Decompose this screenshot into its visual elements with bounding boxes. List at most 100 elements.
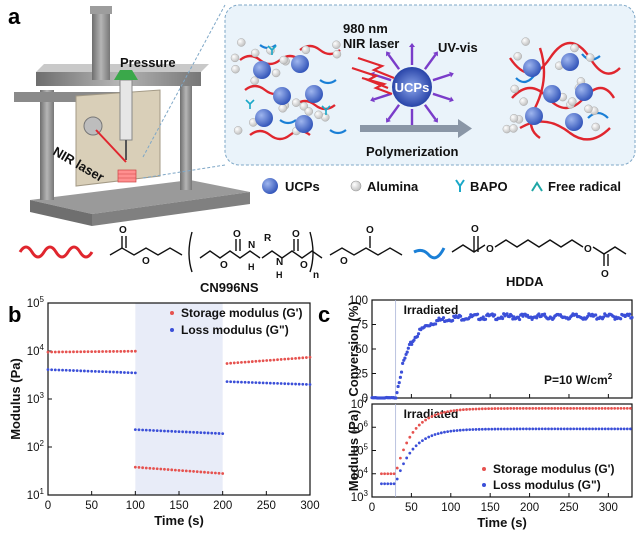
series-0-point [199, 470, 203, 474]
series-1-point [543, 427, 547, 431]
series-0-point [547, 406, 550, 410]
y-axis-label: Conversion (%) [346, 301, 361, 396]
x-tick-label: 200 [213, 500, 232, 512]
series-1-point [119, 370, 123, 374]
series-0-point [126, 349, 130, 353]
series-0-point [159, 467, 163, 471]
cn996ns-label: CN996NS [200, 280, 259, 295]
series-0-point [474, 407, 478, 411]
series-0-point [61, 350, 64, 354]
ucp-particle [295, 115, 313, 133]
y-tick-label: 101 [27, 487, 45, 502]
svg-text:O: O [300, 260, 308, 271]
svg-text:H: H [276, 270, 283, 280]
series-0-point [405, 441, 409, 445]
hdda-chain-icon [413, 247, 446, 260]
series-1-point [90, 369, 94, 373]
series-0-point [243, 360, 247, 364]
schematic-legend: UCPs Alumina BAPO Free radical [262, 178, 621, 194]
series-1-point [50, 368, 54, 372]
series-1-point [75, 369, 79, 373]
svg-text:H: H [248, 262, 255, 272]
series-1-point [137, 428, 141, 432]
series-0-point [93, 350, 97, 354]
series-0-point [430, 415, 434, 418]
series-1-point [240, 380, 243, 384]
series-1-point [597, 427, 601, 431]
series-1-point [578, 427, 582, 431]
series-0-point [461, 408, 465, 412]
series-0-point [268, 358, 272, 362]
series-0-point [236, 361, 240, 365]
laser-type-label: NIR laser [343, 36, 399, 51]
series-0-point [572, 406, 576, 410]
uv-ray [432, 92, 451, 101]
series-0-point [137, 466, 141, 469]
series-1-point [565, 427, 569, 431]
conversion-point [410, 342, 414, 346]
series-0-point [525, 406, 528, 410]
series-0-point [600, 406, 604, 410]
series-0-point [86, 350, 90, 354]
series-1-point [112, 370, 115, 374]
printer-illustration [14, 4, 250, 226]
series-0-point [173, 468, 177, 472]
series-0-point [439, 411, 443, 415]
series-1-point [181, 430, 185, 434]
series-0-point [581, 406, 585, 410]
series-0-point [575, 406, 579, 410]
series-1-point [474, 428, 478, 431]
resin-cluster-before [230, 38, 347, 141]
svg-text:O: O [601, 269, 609, 280]
ucp-particle [273, 87, 291, 105]
series-0-point [480, 407, 484, 411]
series-1-point [405, 456, 409, 460]
series-0-point [272, 358, 276, 362]
series-0-point [115, 349, 119, 353]
series-0-point [184, 469, 188, 473]
series-1-point [521, 427, 525, 431]
uv-ray-head [449, 71, 454, 78]
ucp-particle [565, 113, 583, 131]
series-0-point [130, 349, 134, 353]
series-0-point [144, 466, 148, 470]
series-1-point [265, 381, 269, 385]
alumina-particle [332, 49, 342, 59]
series-0-point [225, 362, 229, 365]
series-1-point [556, 427, 560, 431]
series-0-point [104, 350, 108, 353]
series-1-point [225, 380, 229, 384]
series-0-point [119, 349, 123, 353]
series-1-point [386, 482, 390, 486]
series-1-point [502, 427, 506, 431]
series-0-point [133, 465, 137, 469]
series-1-point [622, 427, 626, 431]
ucp-particle [575, 83, 593, 101]
series-1-point [268, 381, 272, 385]
series-1-point [229, 380, 233, 384]
legend-marker-1 [482, 483, 486, 487]
series-1-point [534, 427, 538, 431]
series-0-point [297, 356, 301, 360]
series-0-point [50, 350, 54, 354]
series-1-point [46, 368, 50, 371]
series-1-point [581, 427, 585, 431]
series-0-point [148, 466, 152, 470]
series-1-point [290, 382, 294, 386]
series-1-point [123, 371, 126, 374]
y-tick-label: 107 [351, 396, 369, 411]
svg-text:O: O [340, 256, 348, 267]
y-axis-label: Modulus (Pa) [8, 358, 23, 440]
series-0-point [553, 406, 557, 410]
series-0-point [195, 470, 199, 474]
series-0-point [290, 357, 294, 361]
irradiated-label: Irradiated [404, 407, 459, 421]
series-1-point [540, 427, 544, 431]
series-0-point [46, 350, 50, 354]
uv-ray-head [386, 51, 391, 57]
conversion-point [493, 313, 497, 317]
x-axis-label: Time (s) [154, 513, 204, 528]
series-0-point [610, 406, 613, 410]
